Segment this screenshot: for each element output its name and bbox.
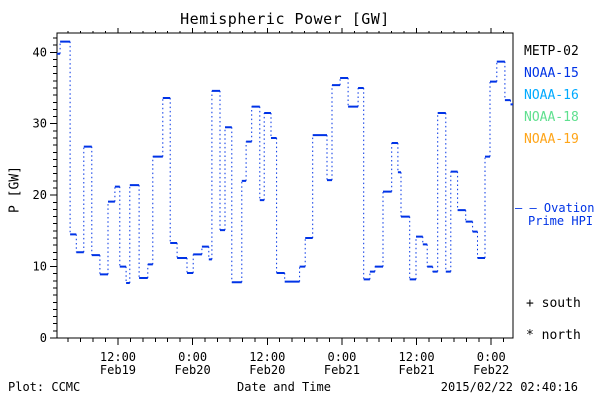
x-tick-time-label: 0:00 [178,350,207,364]
hpi-step-connectors [59,41,511,283]
legend-item-noaa-19: NOAA-19 [524,132,579,147]
x-tick-date-label: Feb20 [249,363,285,377]
legend-item-noaa-16: NOAA-16 [524,88,579,103]
satellite-legend: METP-02 NOAA-15 NOAA-16 NOAA-18 NOAA-19 [524,41,579,151]
legend-item-metp-02: METP-02 [524,44,579,59]
y-tick-label: 20 [33,188,47,202]
x-tick-time-label: 0:00 [327,350,356,364]
dashed-line-sample: – – [515,201,537,215]
x-axis-label: Date and Time [237,380,331,394]
north-marker: * north [526,328,581,343]
plot-source-label: Plot: CCMC [8,380,81,394]
x-tick-time-label: 12:00 [399,350,435,364]
plus-icon: + [526,296,534,311]
model-legend: – – Ovation Prime HPI [515,202,595,228]
asterisk-icon: * [526,328,534,343]
plot-timestamp: 2015/02/22 02:40:16 [440,380,578,394]
south-marker-label: south [541,296,581,311]
hemisphere-markers: + south * north [526,296,581,360]
south-marker: + south [526,296,581,311]
x-tick-date-label: Feb19 [100,363,136,377]
hpi-step-line [57,40,513,284]
x-tick-date-label: Feb22 [473,363,509,377]
plot-box [56,32,514,339]
x-tick-time-label: 0:00 [477,350,506,364]
model-legend-line1: – – Ovation [515,202,595,215]
x-tick-time-label: 12:00 [249,350,285,364]
model-legend-line2: Prime HPI [528,214,594,228]
legend-item-noaa-18: NOAA-18 [524,110,579,125]
x-tick-date-label: Feb21 [324,363,360,377]
page-title: Hemispheric Power [GW] [180,10,390,28]
north-marker-label: north [541,328,581,343]
x-tick-date-label: Feb20 [175,363,211,377]
x-tick-date-label: Feb21 [399,363,435,377]
y-tick-label: 0 [40,331,47,345]
y-tick-label: 40 [33,45,47,59]
y-tick-label: 30 [33,117,47,131]
x-tick-time-label: 12:00 [100,350,136,364]
y-tick-label: 10 [33,260,47,274]
legend-item-noaa-15: NOAA-15 [524,66,579,81]
model-legend-label: Ovation [543,201,595,215]
